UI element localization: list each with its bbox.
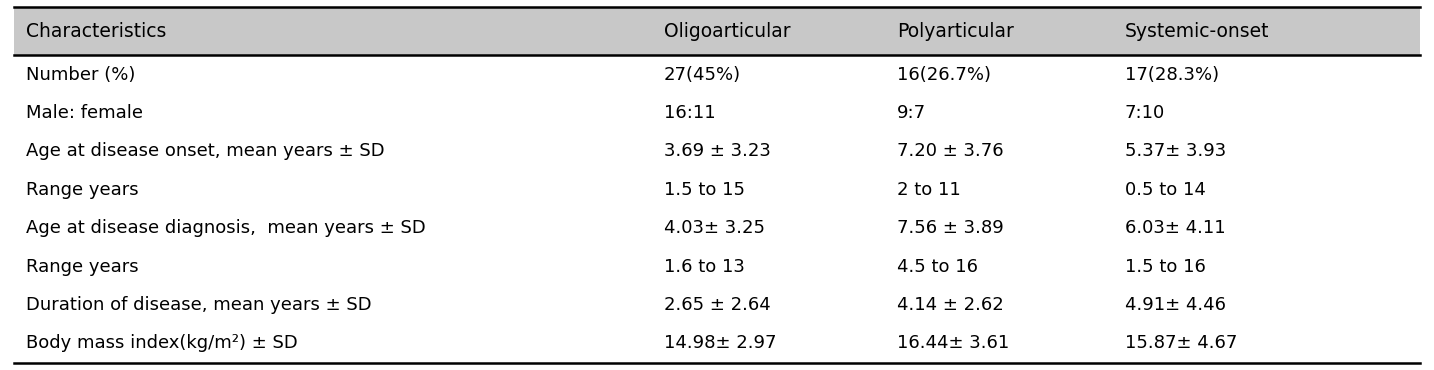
Text: 7:10: 7:10 — [1124, 104, 1164, 122]
Text: 0.5 to 14: 0.5 to 14 — [1124, 181, 1206, 199]
Text: Range years: Range years — [26, 181, 138, 199]
Text: 4.03± 3.25: 4.03± 3.25 — [664, 219, 764, 237]
Text: Number (%): Number (%) — [26, 65, 135, 84]
Text: 1.5 to 16: 1.5 to 16 — [1124, 258, 1206, 276]
Text: 17(28.3%): 17(28.3%) — [1124, 65, 1219, 84]
Text: 4.5 to 16: 4.5 to 16 — [896, 258, 978, 276]
Text: 27(45%): 27(45%) — [664, 65, 741, 84]
Text: Polyarticular: Polyarticular — [896, 22, 1014, 41]
Text: Duration of disease, mean years ± SD: Duration of disease, mean years ± SD — [26, 296, 371, 314]
Text: 3.69 ± 3.23: 3.69 ± 3.23 — [664, 142, 770, 160]
Text: 4.14 ± 2.62: 4.14 ± 2.62 — [896, 296, 1004, 314]
Text: Male: female: Male: female — [26, 104, 142, 122]
Text: Age at disease onset, mean years ± SD: Age at disease onset, mean years ± SD — [26, 142, 384, 160]
Text: Range years: Range years — [26, 258, 138, 276]
Text: 2 to 11: 2 to 11 — [896, 181, 961, 199]
Text: 4.91± 4.46: 4.91± 4.46 — [1124, 296, 1226, 314]
Text: Body mass index(kg/m²) ± SD: Body mass index(kg/m²) ± SD — [26, 334, 297, 352]
Text: 16:11: 16:11 — [664, 104, 716, 122]
Text: 7.20 ± 3.76: 7.20 ± 3.76 — [896, 142, 1004, 160]
Text: Oligoarticular: Oligoarticular — [664, 22, 790, 41]
Text: 16.44± 3.61: 16.44± 3.61 — [896, 334, 1010, 352]
Text: Characteristics: Characteristics — [26, 22, 166, 41]
Text: 9:7: 9:7 — [896, 104, 926, 122]
Text: 1.5 to 15: 1.5 to 15 — [664, 181, 744, 199]
Text: 14.98± 2.97: 14.98± 2.97 — [664, 334, 776, 352]
Text: 1.6 to 13: 1.6 to 13 — [664, 258, 744, 276]
Text: 15.87± 4.67: 15.87± 4.67 — [1124, 334, 1238, 352]
Text: Age at disease diagnosis,  mean years ± SD: Age at disease diagnosis, mean years ± S… — [26, 219, 426, 237]
Bar — [14, 7, 1420, 56]
Text: Systemic-onset: Systemic-onset — [1124, 22, 1269, 41]
Text: 5.37± 3.93: 5.37± 3.93 — [1124, 142, 1226, 160]
Text: 2.65 ± 2.64: 2.65 ± 2.64 — [664, 296, 770, 314]
Text: 16(26.7%): 16(26.7%) — [896, 65, 991, 84]
Text: 6.03± 4.11: 6.03± 4.11 — [1124, 219, 1225, 237]
Text: 7.56 ± 3.89: 7.56 ± 3.89 — [896, 219, 1004, 237]
